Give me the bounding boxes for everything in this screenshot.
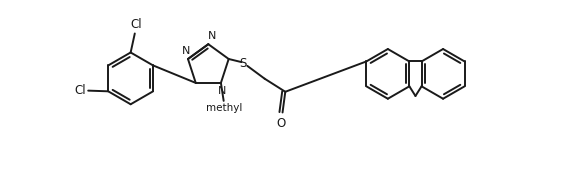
Text: S: S xyxy=(240,57,247,70)
Text: N: N xyxy=(217,86,226,96)
Text: methyl: methyl xyxy=(206,103,243,113)
Text: Cl: Cl xyxy=(74,84,86,97)
Text: N: N xyxy=(182,46,190,56)
Text: O: O xyxy=(276,117,286,130)
Text: Cl: Cl xyxy=(130,18,142,31)
Text: N: N xyxy=(208,31,217,41)
